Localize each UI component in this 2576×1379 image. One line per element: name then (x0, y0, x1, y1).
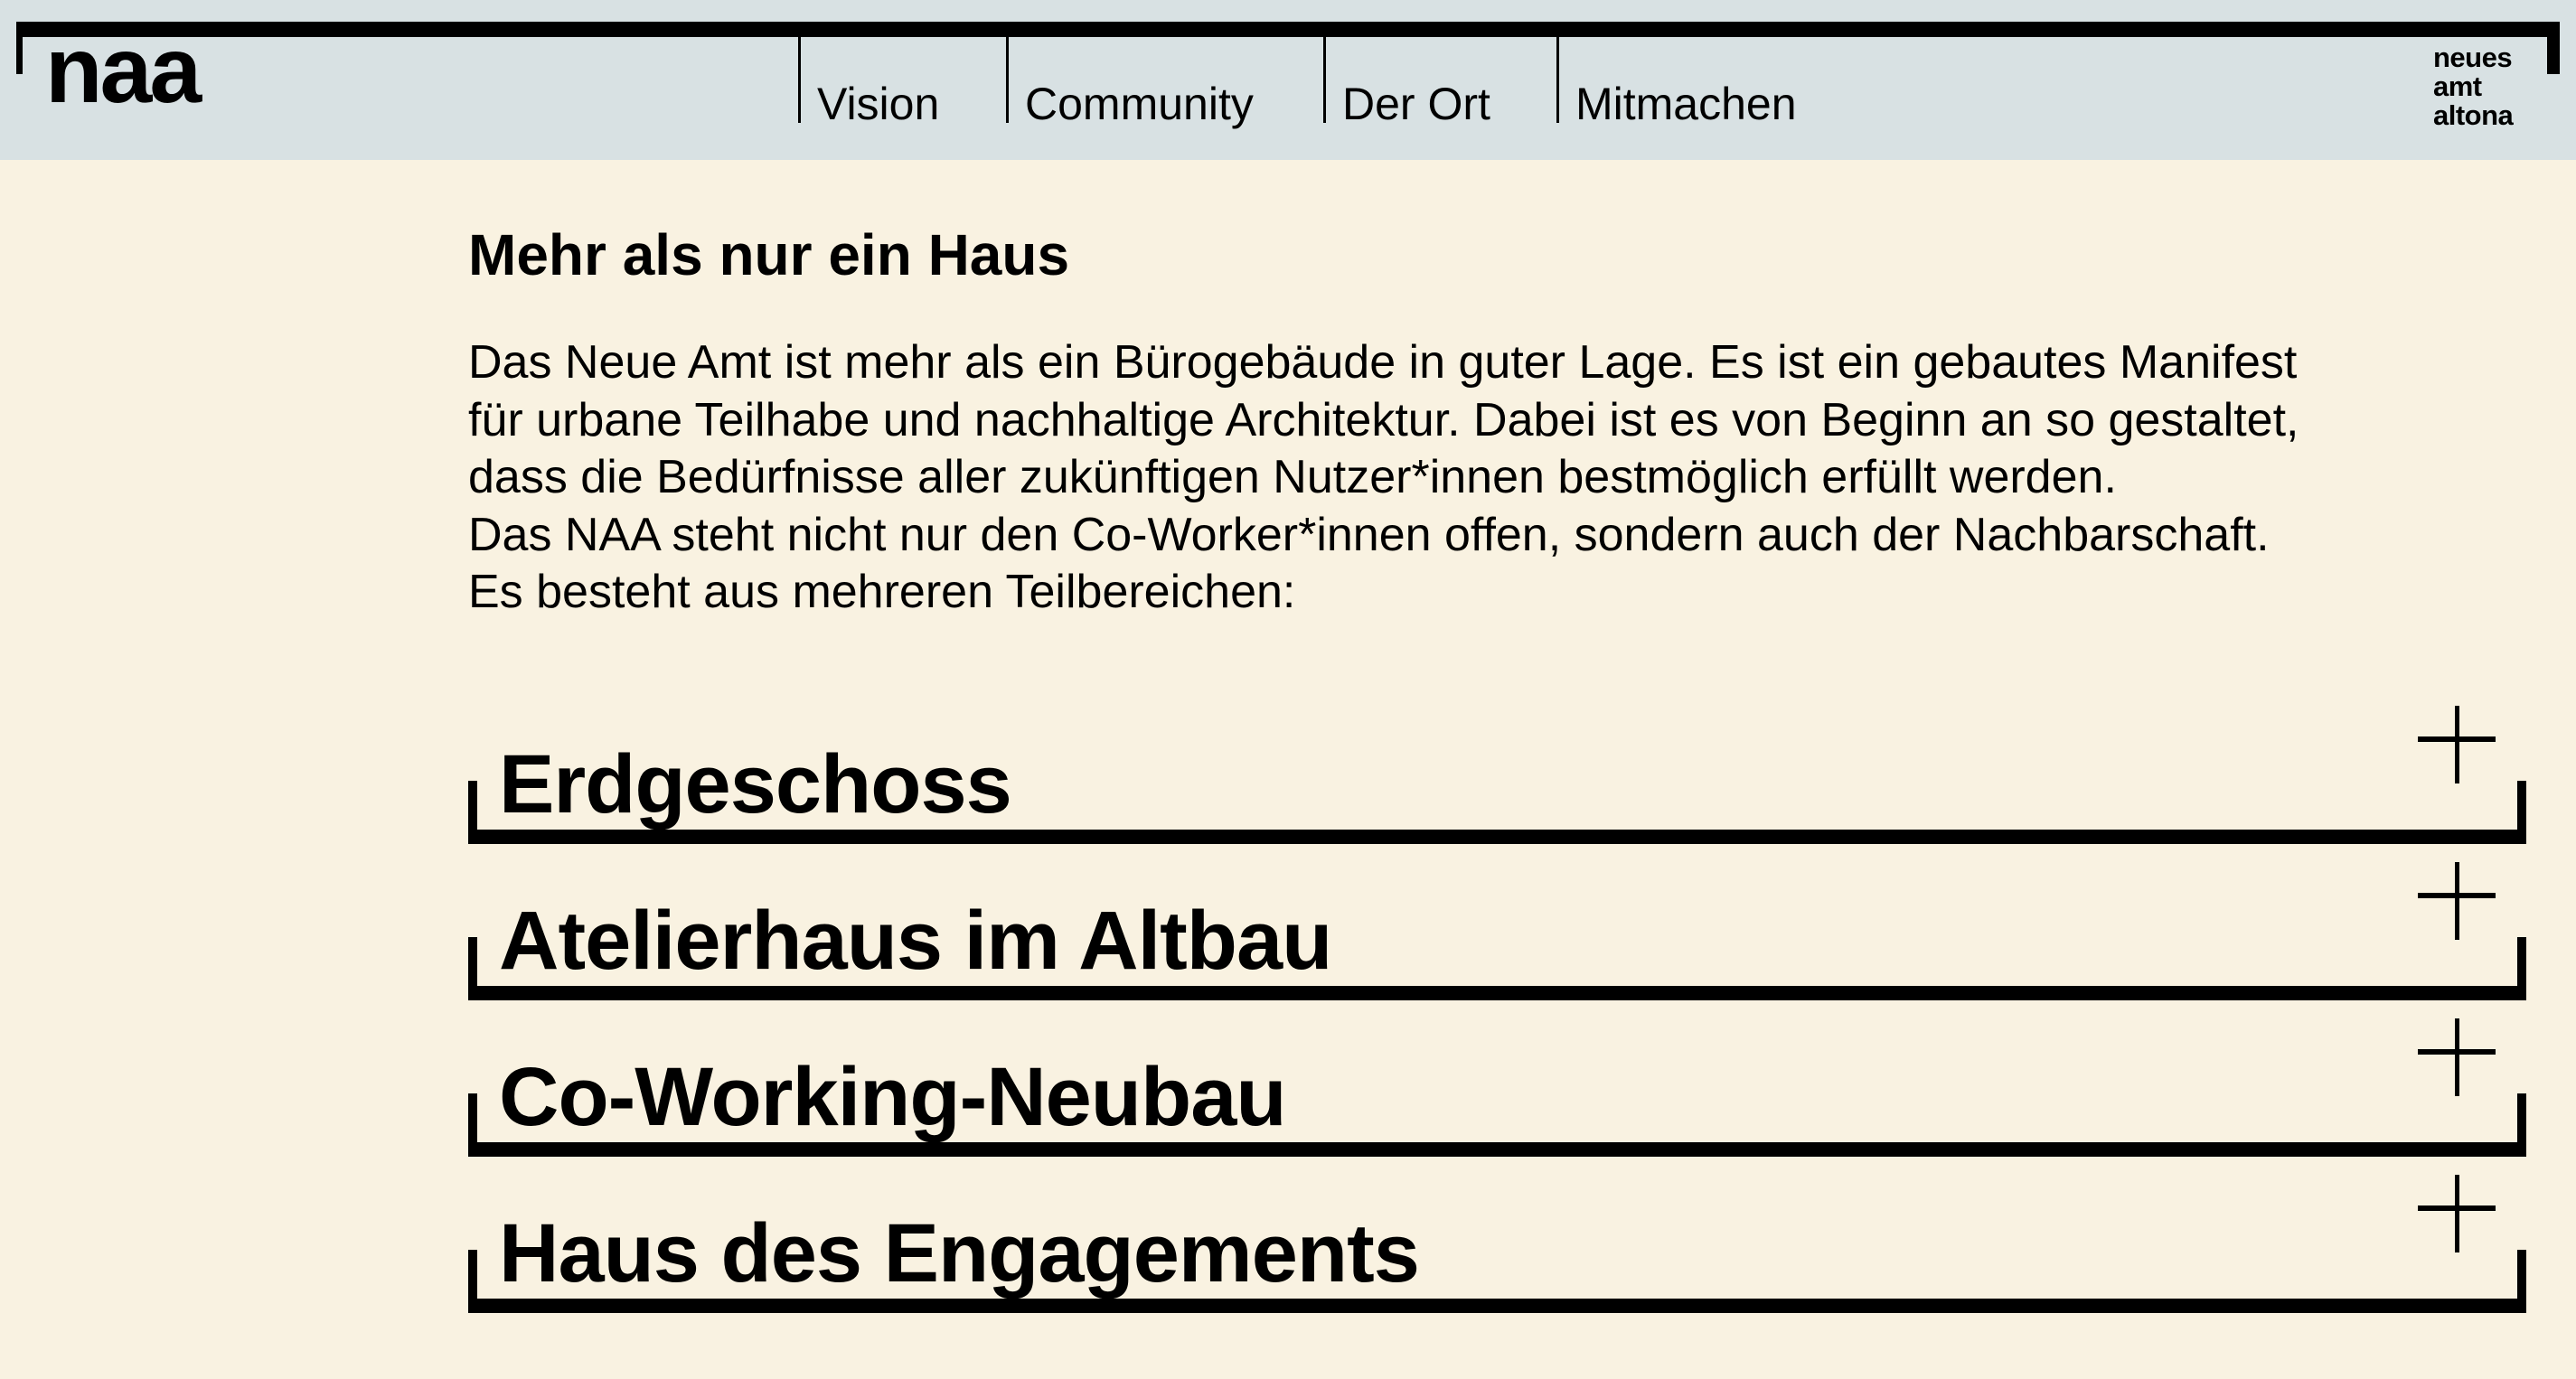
frame-bottom (468, 1299, 2526, 1313)
intro-paragraph: Das Neue Amt ist mehr als ein Bürogebäud… (468, 334, 2547, 622)
header-frame-bar (16, 22, 2560, 37)
paragraph-line: Das NAA steht nicht nur den Co-Worker*in… (468, 508, 2270, 561)
plus-icon[interactable] (2418, 1175, 2496, 1252)
logo[interactable]: naa (45, 18, 202, 123)
section-heading: Mehr als nur ein Haus (468, 222, 1070, 287)
paragraph-line: für urbane Teilhabe und nachhaltige Arch… (468, 393, 2299, 446)
nav-community[interactable]: Community (1006, 36, 1254, 127)
brand-line: amt (2433, 70, 2482, 102)
plus-icon[interactable] (2418, 706, 2496, 783)
header-frame-right (2547, 22, 2560, 74)
frame-bottom (468, 830, 2526, 844)
nav-der-ort[interactable]: Der Ort (1323, 36, 1490, 127)
frame-right (2517, 781, 2526, 844)
frame-right (2517, 1093, 2526, 1157)
accordion-co-working[interactable]: Co-Working-Neubau (468, 1018, 2526, 1157)
paragraph-line: Das Neue Amt ist mehr als ein Bürogebäud… (468, 336, 2298, 389)
accordion-title: Haus des Engagements (499, 1207, 1420, 1299)
accordion-title: Co-Working-Neubau (499, 1051, 1287, 1143)
frame-bottom (468, 986, 2526, 1000)
brand-line: neues (2433, 42, 2513, 73)
frame-left (468, 781, 477, 844)
nav-mitmachen[interactable]: Mitmachen (1556, 36, 1797, 127)
accordion-erdgeschoss[interactable]: Erdgeschoss (468, 706, 2526, 844)
frame-left (468, 937, 477, 1000)
plus-icon[interactable] (2418, 1018, 2496, 1096)
frame-left (468, 1093, 477, 1157)
frame-left (468, 1250, 477, 1313)
frame-right (2517, 1250, 2526, 1313)
header: naa Vision Community Der Ort Mitmachen n… (0, 0, 2576, 160)
paragraph-line: Es besteht aus mehreren Teilbereichen: (468, 566, 1296, 618)
frame-bottom (468, 1142, 2526, 1157)
header-frame-left (16, 22, 23, 74)
accordion-title: Erdgeschoss (499, 738, 1012, 830)
accordion-haus-des-engagements[interactable]: Haus des Engagements (468, 1175, 2526, 1313)
accordion-title: Atelierhaus im Altbau (499, 895, 1332, 987)
plus-icon[interactable] (2418, 862, 2496, 940)
brand-wordmark[interactable]: neues amt altona (2433, 42, 2514, 131)
frame-right (2517, 937, 2526, 1000)
brand-line: altona (2433, 99, 2514, 131)
nav-vision[interactable]: Vision (798, 36, 939, 127)
accordion-atelierhaus[interactable]: Atelierhaus im Altbau (468, 862, 2526, 1000)
paragraph-line: dass die Bedürfnisse aller zukünftigen N… (468, 451, 2117, 503)
